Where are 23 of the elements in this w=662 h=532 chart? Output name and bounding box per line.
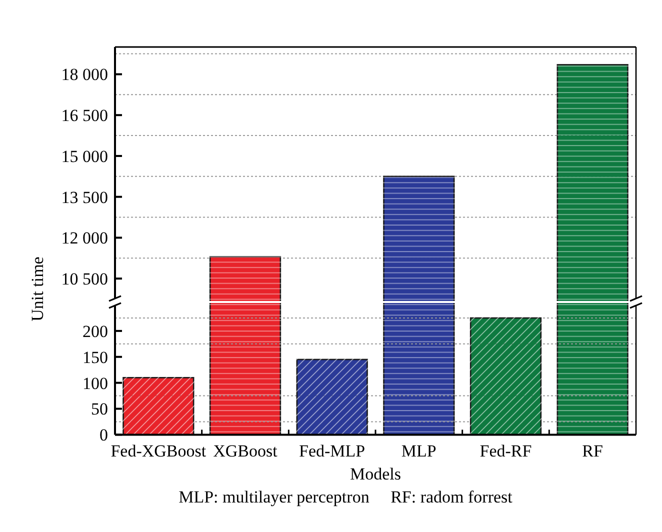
x-tick-label: Fed-RF [480, 442, 532, 461]
x-axis-title: Models [350, 464, 401, 484]
y-tick-label: 10 500 [61, 270, 108, 289]
x-tick-label: RF [582, 442, 603, 461]
x-tick-label: MLP [401, 442, 436, 461]
bar [122, 376, 194, 436]
y-tick-label: 50 [91, 400, 108, 419]
text: MLP: multilayer perceptron RF: radom forrest [178, 488, 513, 507]
y-tick-label: 18 000 [61, 65, 108, 84]
bar [470, 317, 542, 436]
bar [296, 358, 368, 436]
x-tick-label: XGBoost [213, 442, 278, 461]
y-tick-label: 15 000 [61, 146, 108, 166]
y-tick-label: 16 500 [61, 106, 108, 126]
y-tick-label: 100 [82, 374, 108, 393]
x-tick-label: Fed-XGBoost [110, 442, 206, 461]
y-tick-label: 13 500 [61, 188, 108, 207]
y-axis-title: Unit time [28, 256, 47, 322]
y-tick-label: 12 000 [61, 228, 108, 248]
y-tick-label: 200 [82, 322, 108, 341]
x-tick-label: Fed-MLP [299, 442, 366, 461]
y-tick-label: 0 [100, 426, 108, 445]
y-tick-label: 150 [82, 348, 108, 367]
